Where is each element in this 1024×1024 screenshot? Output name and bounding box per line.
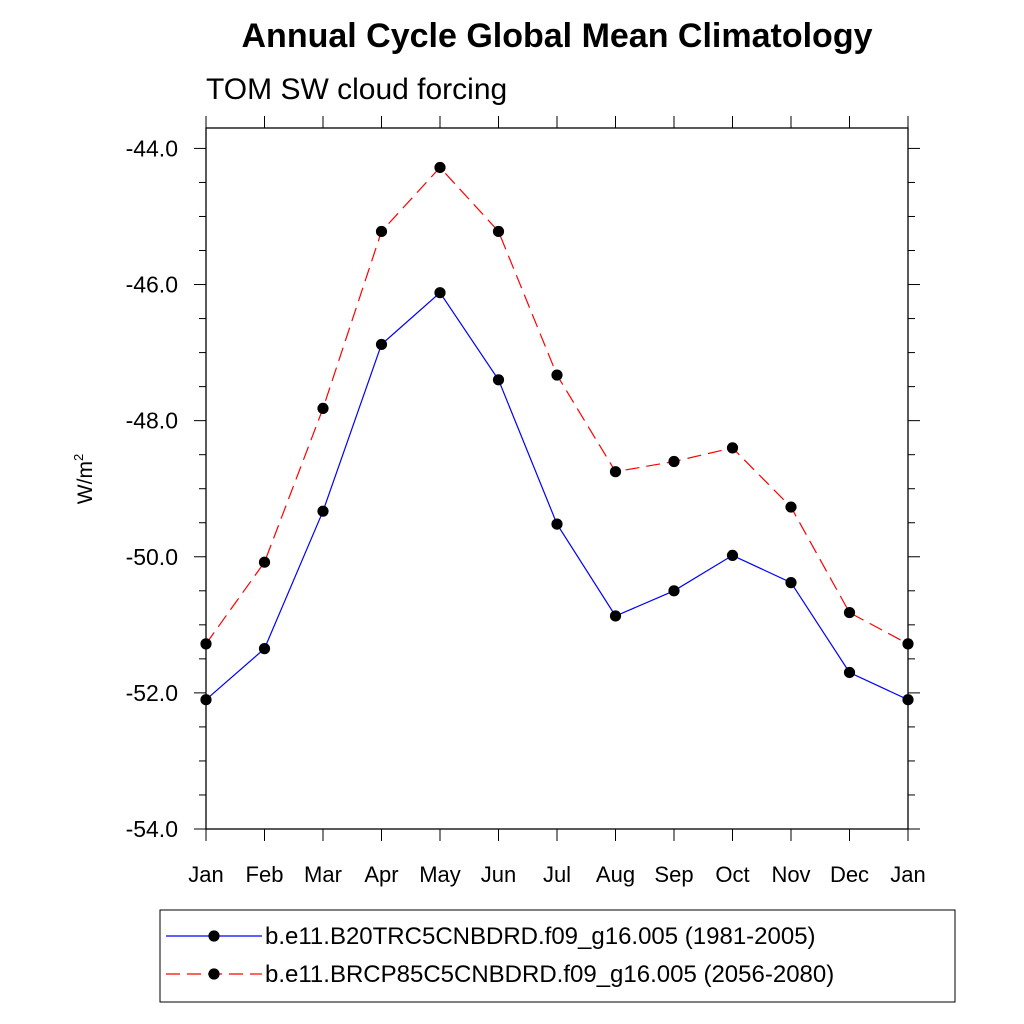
y-axis-label-superscript: 2 (71, 454, 86, 461)
y-tick-label: -48.0 (126, 408, 178, 434)
series-1-point (551, 518, 563, 530)
x-tick-label: Jan (188, 862, 223, 887)
legend-marker-1 (208, 930, 220, 942)
x-tick-label: Jun (481, 862, 516, 887)
series-line-2 (205, 166, 909, 645)
series-2-point (609, 466, 622, 478)
series-1-point (375, 338, 388, 351)
series-2-point (258, 556, 271, 568)
series-1-point (434, 287, 446, 299)
series-2-point (434, 161, 446, 174)
x-tick-label: Aug (596, 862, 635, 887)
series-1-point (492, 374, 505, 386)
series-1-point (726, 549, 739, 562)
y-tick-label: -54.0 (126, 816, 178, 842)
series-1-point (317, 505, 329, 517)
series-2-point (843, 606, 856, 619)
x-tick-label: Oct (715, 862, 749, 887)
series-2-point (902, 638, 914, 650)
x-tick-label: Jan (890, 862, 925, 887)
x-tick-label: May (419, 862, 461, 887)
x-tick-label: Mar (304, 862, 342, 887)
series-1-point (200, 694, 212, 706)
y-tick-labels: -44.0 -46.0 -48.0 -50.0 -52.0 -54.0 (126, 135, 178, 842)
series-1-point (258, 643, 271, 655)
plot-area-frame (205, 127, 909, 830)
series-2-point (317, 402, 329, 414)
x-tick-label: Apr (364, 862, 398, 887)
x-tick-labels: Jan Feb Mar Apr May Jun Jul Aug Sep Oct Nov Dec Jan (188, 862, 925, 887)
legend-marker-2 (208, 968, 220, 980)
series-1-point (843, 666, 856, 679)
series-1-point (902, 694, 914, 706)
axis-ticks (194, 116, 920, 841)
series-2-point (726, 442, 739, 454)
series-2-point (668, 455, 680, 468)
series-2-point (492, 225, 505, 238)
y-axis-label-base: W/m (74, 461, 97, 504)
x-tick-label: Feb (246, 862, 284, 887)
legend-label-2: b.e11.BRCP85C5CNBDRD.f09_g16.005 (2056-2… (265, 961, 834, 988)
y-axis-label: W/m2 (71, 454, 97, 504)
series-2-point (200, 638, 212, 650)
series-points (200, 161, 914, 706)
svg-text:W/m2: W/m2 (71, 454, 97, 504)
y-tick-label: -50.0 (126, 544, 178, 570)
legend-frame (159, 909, 956, 1003)
series-1-point (668, 585, 680, 597)
legend-label-1: b.e11.B20TRC5CNBDRD.f09_g16.005 (1981-20… (265, 923, 816, 950)
chart-title: Annual Cycle Global Mean Climatology (242, 17, 873, 55)
y-tick-label: -52.0 (126, 680, 178, 706)
legend: b.e11.B20TRC5CNBDRD.f09_g16.005 (1981-20… (159, 909, 956, 1003)
series-2-point (551, 369, 563, 381)
series-lines (205, 166, 909, 701)
chart-subtitle: TOM SW cloud forcing (206, 73, 507, 106)
series-line-1 (205, 291, 909, 701)
series-1-point (785, 577, 797, 589)
y-tick-label: -46.0 (126, 272, 178, 298)
x-tick-label: Jul (543, 862, 571, 887)
x-tick-label: Dec (830, 862, 869, 887)
y-tick-label: -44.0 (126, 135, 178, 161)
x-tick-label: Nov (771, 862, 810, 887)
series-2-point (785, 501, 797, 513)
series-2-point (375, 225, 388, 238)
series-1-point (609, 610, 622, 622)
x-tick-label: Sep (654, 862, 693, 887)
